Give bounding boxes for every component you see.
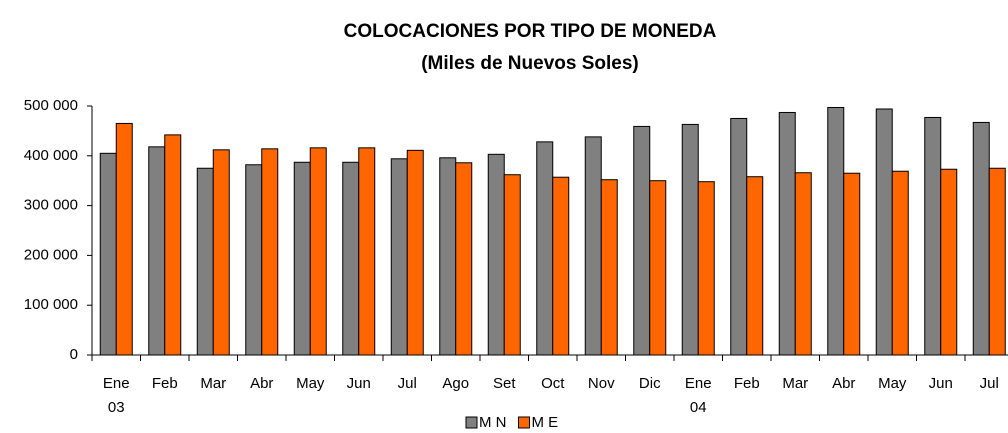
x-tick-label: Jul	[398, 375, 417, 392]
x-tick-label: Dic	[639, 375, 661, 392]
bar	[536, 141, 554, 356]
bar	[293, 161, 311, 356]
bar	[309, 147, 327, 356]
bar	[439, 157, 457, 356]
bar	[99, 152, 117, 356]
y-tick-label: 100 000	[24, 296, 78, 313]
bar	[342, 161, 360, 356]
bar	[681, 123, 699, 356]
x-tick-label: Mar	[200, 375, 226, 392]
bar	[891, 170, 909, 356]
bar	[390, 158, 408, 356]
legend-label: M N	[479, 414, 507, 431]
bar	[843, 172, 861, 356]
x-tick-label: Ene	[685, 375, 712, 392]
bar	[115, 122, 133, 356]
bar	[633, 125, 651, 356]
bar	[148, 146, 166, 356]
bar	[455, 162, 473, 356]
bar	[164, 134, 182, 356]
x-tick-label: Abr	[250, 375, 273, 392]
bar	[406, 149, 424, 356]
x-tick-label: Jun	[929, 375, 953, 392]
x-tick-label: Jul	[980, 375, 999, 392]
bar	[746, 176, 764, 356]
x-tick-label: Set	[493, 375, 516, 392]
x-tick-label: Nov	[588, 375, 615, 392]
bar	[600, 179, 618, 356]
bar	[924, 116, 942, 356]
x-year-label: 04	[690, 399, 707, 416]
x-tick-label: Ene	[103, 375, 130, 392]
legend-label: M E	[532, 414, 559, 431]
y-tick-label: 200 000	[24, 246, 78, 263]
bar	[552, 176, 570, 356]
x-tick-label: Feb	[734, 375, 760, 392]
bar	[940, 168, 958, 356]
bar	[988, 167, 1006, 356]
bar	[778, 111, 796, 356]
x-tick-label: May	[878, 375, 907, 392]
bar	[649, 180, 667, 356]
bar	[794, 172, 812, 356]
x-tick-label: Jun	[347, 375, 371, 392]
bar	[875, 108, 893, 356]
x-tick-label: Ago	[442, 375, 469, 392]
bar	[827, 106, 845, 356]
bar	[730, 117, 748, 356]
x-tick-label: Oct	[541, 375, 565, 392]
bar	[697, 181, 715, 356]
chart-subtitle: (Miles de Nuevos Soles)	[421, 53, 639, 74]
y-tick-label: 500 000	[24, 97, 78, 114]
x-tick-label: Abr	[832, 375, 855, 392]
bar	[245, 164, 263, 356]
y-tick-label: 0	[70, 346, 78, 363]
y-tick-label: 400 000	[24, 147, 78, 164]
bar	[972, 121, 990, 356]
x-tick-label: Mar	[782, 375, 808, 392]
bar	[196, 167, 214, 356]
legend-swatch	[518, 416, 530, 429]
bar	[487, 153, 505, 356]
x-tick-label: May	[296, 375, 325, 392]
chart-title: COLOCACIONES POR TIPO DE MONEDA	[344, 21, 717, 42]
bar	[261, 148, 279, 356]
bar	[212, 149, 230, 356]
x-tick-label: Feb	[152, 375, 178, 392]
legend-swatch	[465, 416, 478, 429]
y-tick-label: 300 000	[24, 197, 78, 214]
bar	[584, 136, 602, 356]
x-year-label: 03	[108, 399, 125, 416]
bar	[503, 174, 521, 356]
bar	[358, 147, 376, 356]
